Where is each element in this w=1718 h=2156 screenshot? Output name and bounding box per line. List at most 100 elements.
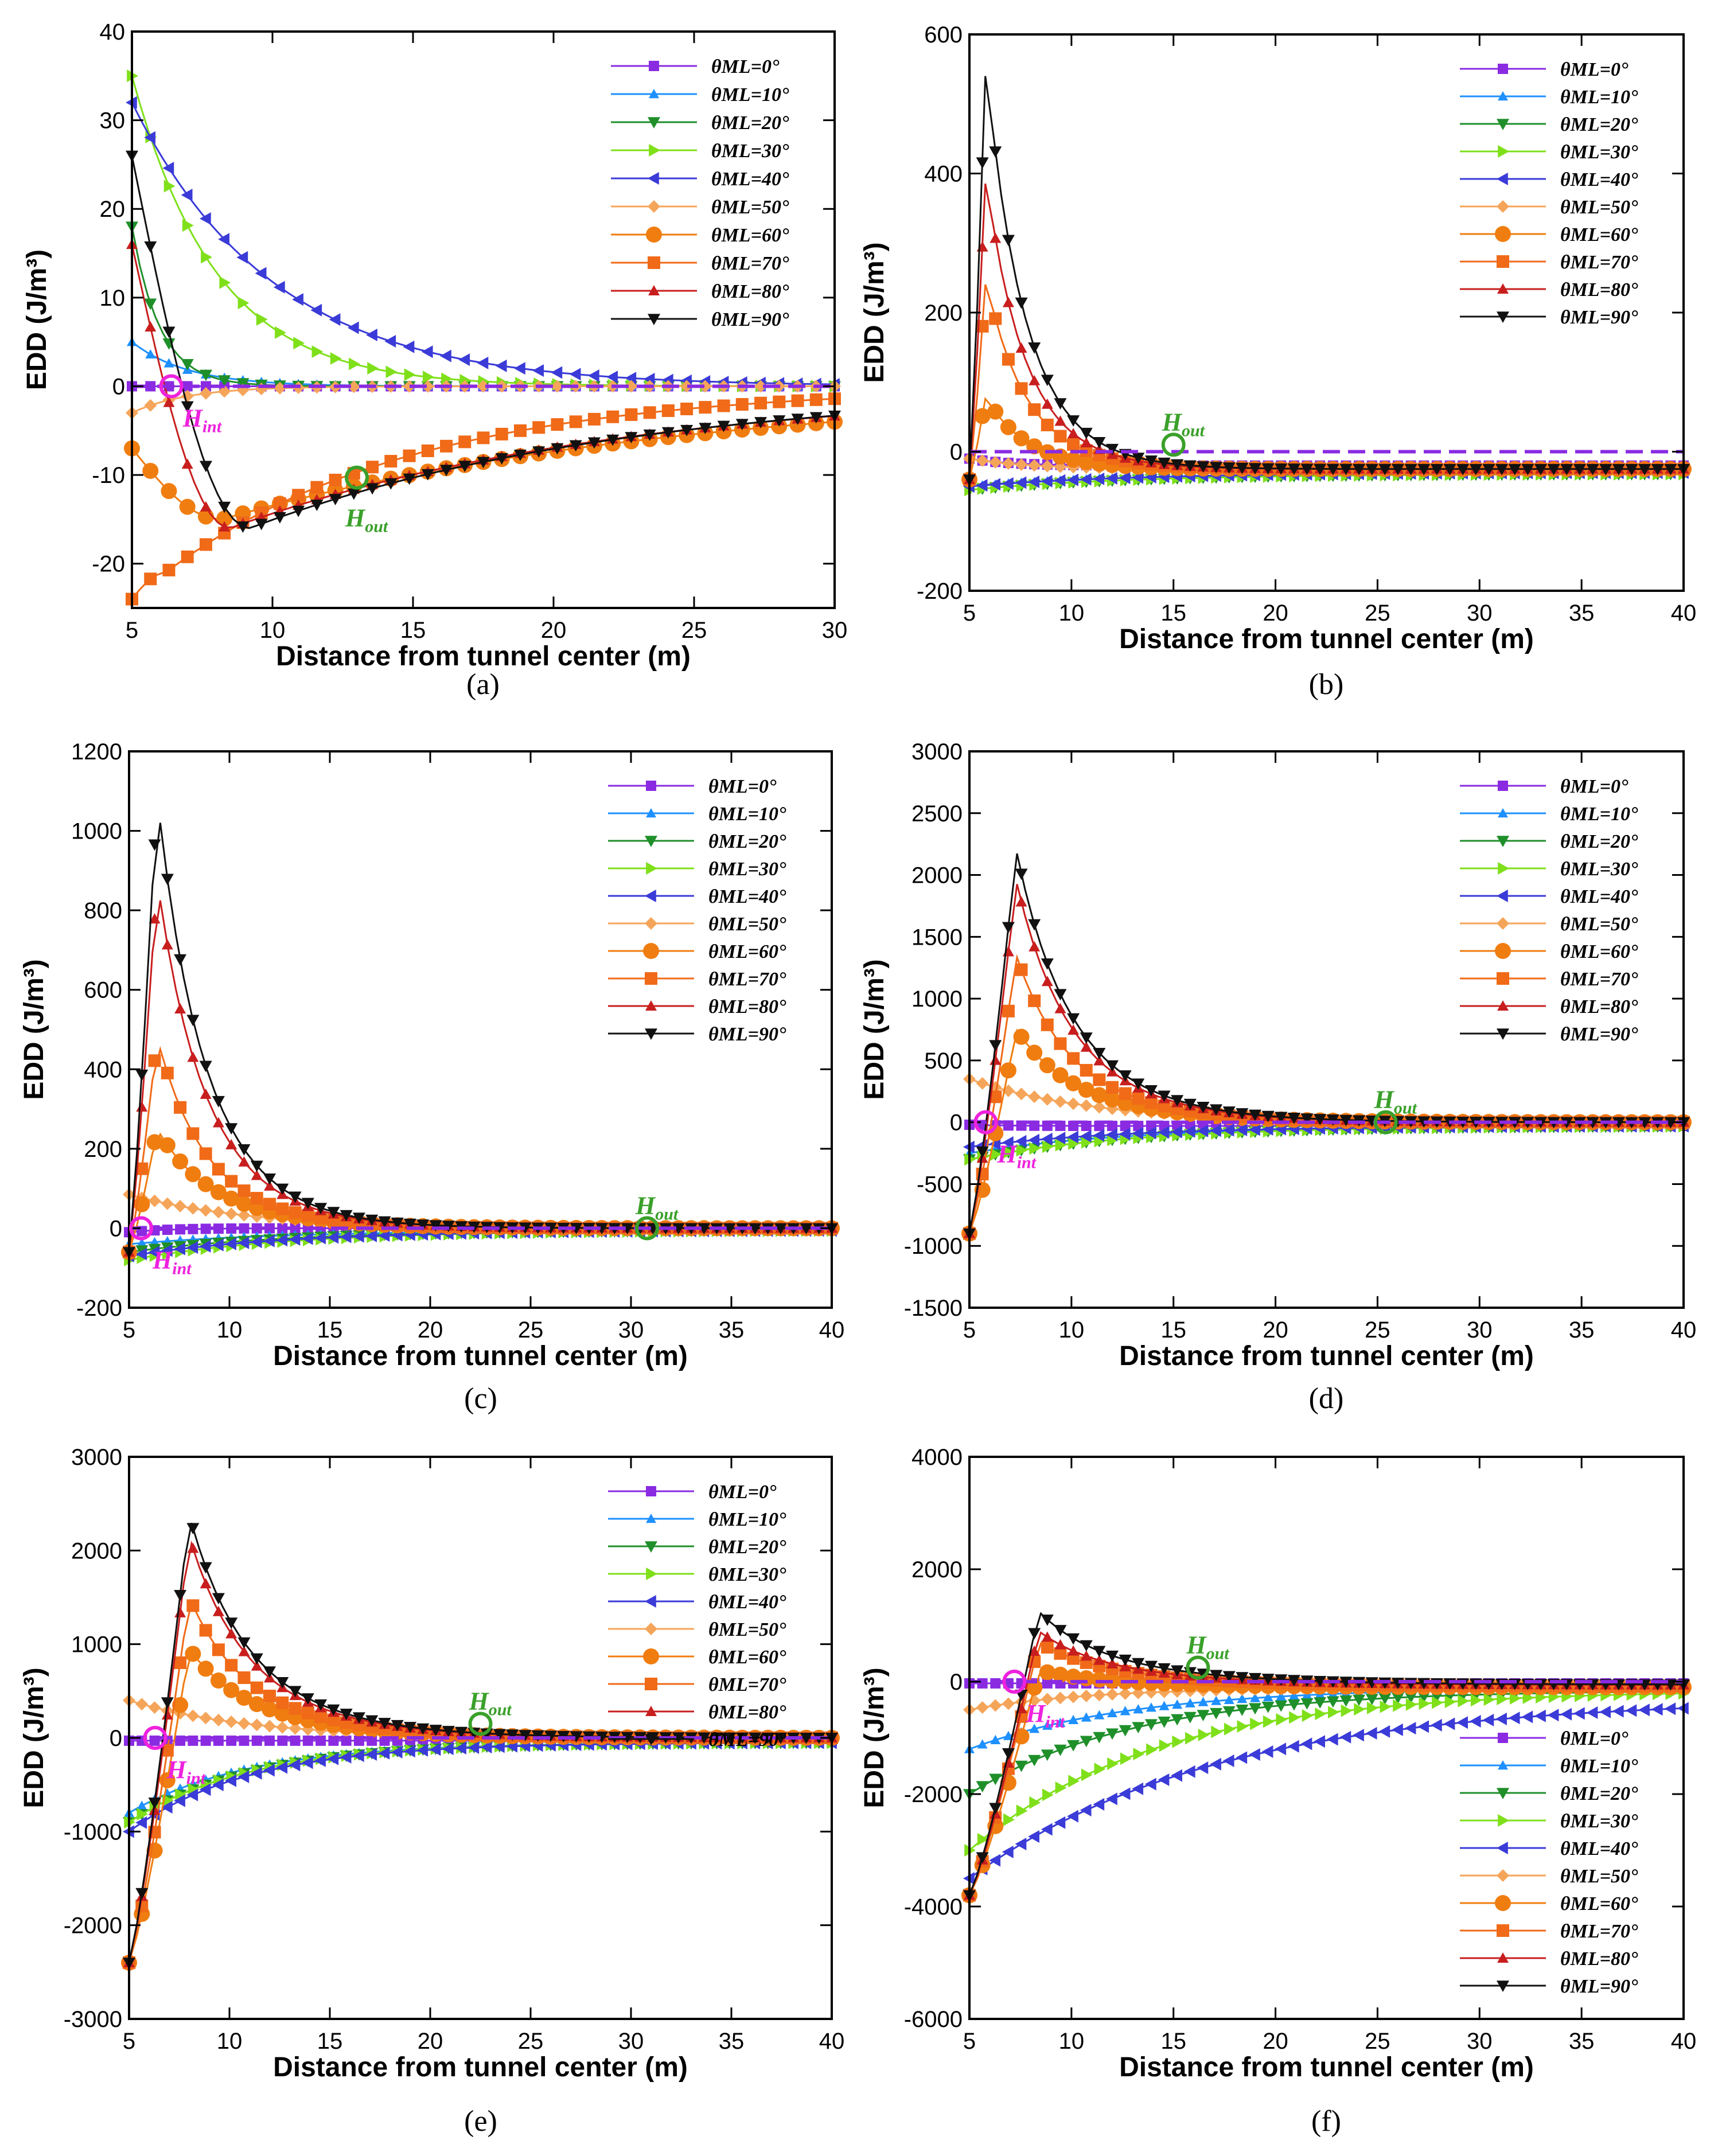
data-point: [1249, 1748, 1260, 1761]
legend-marker: [1498, 91, 1508, 101]
data-point: [1300, 1737, 1312, 1750]
legend-entry-label: θML=90°: [1560, 1976, 1638, 1997]
data-point: [250, 1235, 262, 1249]
data-point: [1080, 1803, 1092, 1816]
legend-marker: [646, 808, 656, 818]
legend-marker: [646, 1486, 656, 1496]
data-point: [1276, 1691, 1287, 1701]
data-point: [1067, 438, 1080, 451]
data-point: [1029, 1724, 1040, 1733]
h-int-label: Hint: [182, 404, 223, 436]
data-point: [327, 1231, 339, 1244]
data-point: [1133, 1748, 1145, 1761]
plot-frame: [968, 1456, 1685, 2020]
legend-entry-label: θML=60°: [708, 1647, 786, 1668]
data-point: [1107, 1658, 1118, 1668]
data-point: [1015, 868, 1028, 880]
data-point: [237, 1236, 250, 1249]
data-point: [1054, 1647, 1067, 1660]
data-point: [1612, 1705, 1624, 1718]
legend-marker: [645, 972, 657, 985]
x-tick-label: 30: [1467, 1317, 1493, 1343]
y-tick-label: -200: [76, 1296, 122, 1321]
data-point: [1222, 462, 1236, 474]
data-point: [977, 1833, 989, 1846]
data-point: [987, 403, 1004, 420]
data-point: [1547, 464, 1560, 475]
data-point: [587, 369, 599, 383]
data-point: [404, 1745, 415, 1758]
legend: θML=0° θML=10° θML=20° θML=30° θML=40° θML=50…: [1460, 776, 1638, 1045]
data-point: [250, 1681, 263, 1694]
data-point: [1289, 1711, 1300, 1724]
data-point: [1041, 1693, 1054, 1706]
data-point: [1236, 1108, 1249, 1120]
data-point: [1068, 1714, 1079, 1725]
legend-marker: [1497, 1000, 1509, 1011]
data-point: [292, 505, 305, 517]
data-point: [1430, 1718, 1442, 1732]
data-point: [1263, 1692, 1273, 1702]
data-point: [1353, 463, 1366, 475]
data-point: [1042, 1720, 1053, 1730]
data-point: [276, 1696, 289, 1709]
data-point: [1249, 463, 1261, 475]
data-point: [1405, 1698, 1417, 1711]
data-point: [1067, 1690, 1080, 1703]
chart-panel-b: 5 10 15 20 25 30 35 40 -200 0 200 400 600 Distance fr…: [859, 22, 1696, 701]
data-point: [513, 424, 527, 437]
legend-entry-label: θML=40°: [1560, 886, 1638, 907]
data-point: [403, 449, 416, 462]
data-point: [717, 399, 730, 412]
data-point: [179, 498, 196, 515]
data-point: [136, 1101, 148, 1112]
legend-marker: [1497, 283, 1509, 294]
data-point: [137, 1238, 147, 1247]
data-point: [1392, 463, 1404, 475]
data-point: [1339, 1677, 1353, 1689]
data-point: [1015, 1134, 1027, 1148]
data-point: [174, 1199, 187, 1212]
data-point: [1183, 460, 1197, 472]
data-point: [1041, 1018, 1054, 1031]
data-point: [1183, 1098, 1197, 1110]
legend-marker: [1497, 1980, 1509, 1992]
data-point: [200, 501, 212, 512]
data-point: [1107, 1707, 1117, 1717]
data-point: [199, 538, 212, 551]
data-point: [1222, 1106, 1236, 1118]
data-point: [800, 1732, 813, 1744]
data-point: [809, 412, 823, 424]
legend-marker: [1497, 311, 1509, 323]
data-point: [1067, 1097, 1080, 1110]
data-point: [301, 1706, 314, 1720]
data-point: [199, 1562, 212, 1574]
data-point: [163, 396, 175, 407]
data-point: [135, 1899, 149, 1912]
data-point: [1326, 1733, 1338, 1746]
data-point: [416, 1744, 428, 1757]
data-point: [1261, 1674, 1275, 1685]
data-point: [1275, 1742, 1287, 1756]
data-point: [1054, 398, 1067, 410]
annotation-subscript: out: [655, 1204, 679, 1223]
y-tick-label: -2000: [64, 1913, 122, 1939]
legend-marker: [1497, 890, 1508, 902]
data-point: [250, 1160, 263, 1172]
data-point: [1041, 1132, 1053, 1145]
data-point: [1171, 1095, 1184, 1107]
data-point: [276, 1677, 289, 1689]
data-point: [174, 1242, 185, 1256]
data-point: [1378, 463, 1392, 475]
legend-entry-label: θML=30°: [708, 1564, 786, 1585]
data-point: [212, 1095, 225, 1108]
legend-entry-label: θML=10°: [708, 1509, 786, 1530]
data-point: [404, 1218, 416, 1230]
data-point: [144, 572, 157, 586]
data-point: [210, 1184, 227, 1200]
x-tick-label: 20: [418, 2029, 443, 2054]
data-point: [1224, 1694, 1234, 1704]
data-point: [480, 1741, 492, 1754]
data-point: [384, 478, 398, 490]
x-tick-label: 25: [518, 2029, 544, 2054]
